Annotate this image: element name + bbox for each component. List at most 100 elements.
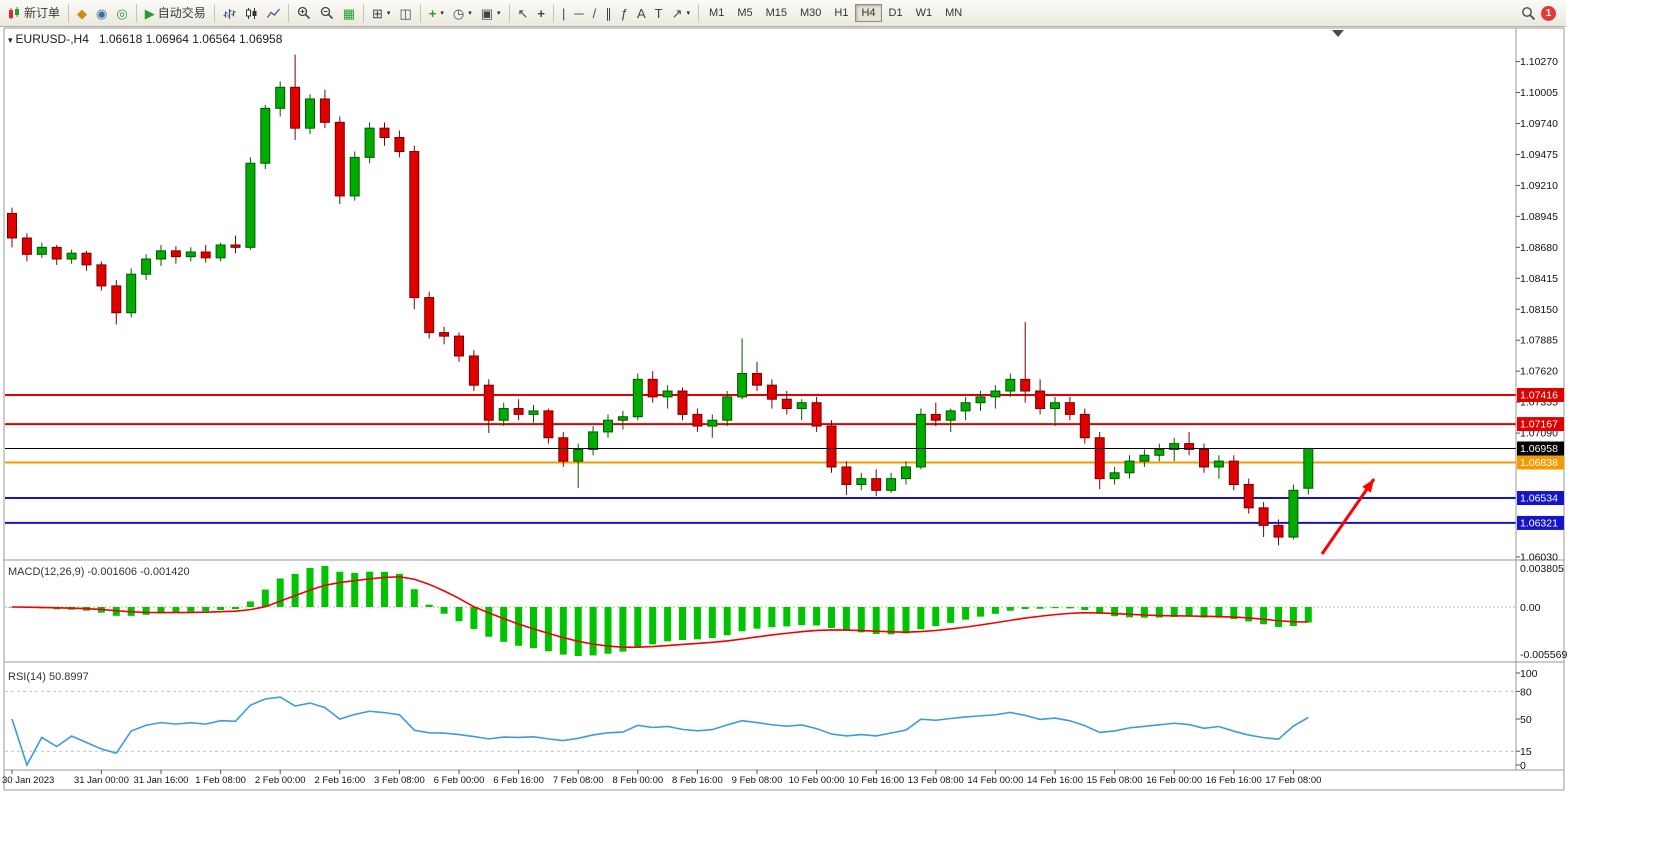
ohlc-values: 1.06618 1.06964 1.06564 1.06958: [98, 32, 283, 46]
timeframe-m5-button[interactable]: M5: [731, 4, 758, 22]
chart-menu-icon[interactable]: ▾: [8, 35, 13, 45]
new-order-button[interactable]: 新订单: [4, 2, 64, 24]
toolbar-separator: [135, 4, 137, 22]
zoom-out-button[interactable]: [316, 2, 338, 24]
svg-text:31 Jan 00:00: 31 Jan 00:00: [74, 775, 129, 786]
timeframe-mn-button[interactable]: MN: [939, 4, 968, 22]
svg-text:1.07885: 1.07885: [1520, 335, 1558, 347]
tile-windows-button[interactable]: ▦: [339, 2, 359, 24]
toolbar-separator: [698, 4, 700, 22]
channel-button[interactable]: ∥: [601, 2, 616, 24]
main-toolbar: 新订单 ◆ ◉ ◎ ▶ 自动交易 ▦ ⊞ ▾ ◫ + ▾ ◷ ▾ ▣ ▾ ↖ + | ─…: [0, 0, 1566, 27]
svg-text:31 Jan 16:00: 31 Jan 16:00: [134, 775, 189, 786]
label-tool-icon: T: [654, 5, 663, 21]
price-axis[interactable]: 1.10270 1.10005 1.09740 1.09475 1.09210 1.089…: [1516, 56, 1567, 772]
period-button[interactable]: ◷ ▾: [449, 2, 476, 24]
candlestick-chart-button[interactable]: [241, 2, 262, 24]
vertical-line-button[interactable]: |: [558, 2, 569, 24]
timeframe-w1-button[interactable]: W1: [910, 4, 939, 22]
svg-text:2 Feb 00:00: 2 Feb 00:00: [255, 775, 306, 786]
panel-separators[interactable]: [3, 27, 1565, 791]
time-axis[interactable]: 30 Jan 2023 31 Jan 00:00 31 Jan 16:00 1 Feb…: [2, 770, 1321, 786]
trendline-icon: /: [592, 5, 597, 21]
svg-text:6 Feb 00:00: 6 Feb 00:00: [434, 775, 485, 786]
new-order-label: 新订单: [24, 6, 61, 20]
svg-text:1.09475: 1.09475: [1520, 149, 1558, 161]
svg-text:16 Feb 16:00: 16 Feb 16:00: [1206, 775, 1262, 786]
svg-text:100: 100: [1520, 668, 1538, 680]
fibonacci-button[interactable]: ƒ: [617, 2, 632, 24]
rsi-name: RSI(14): [8, 671, 46, 683]
timeframe-d1-button[interactable]: D1: [883, 4, 909, 22]
svg-text:8 Feb 00:00: 8 Feb 00:00: [612, 775, 663, 786]
svg-text:1.06838: 1.06838: [1520, 457, 1558, 469]
fibonacci-icon: ƒ: [620, 5, 628, 21]
timeframe-m15-button[interactable]: M15: [760, 4, 793, 22]
svg-text:1.09210: 1.09210: [1520, 180, 1558, 192]
market-watch-button[interactable]: ◉: [92, 2, 111, 24]
template-button[interactable]: ▣ ▾: [477, 2, 505, 24]
notification-badge[interactable]: 1: [1541, 5, 1556, 21]
svg-text:30 Jan 2023: 30 Jan 2023: [2, 775, 54, 786]
shift-marker-icon[interactable]: [1332, 30, 1344, 37]
profiles-button[interactable]: ◫: [395, 2, 415, 24]
horizontal-line-button[interactable]: ─: [570, 2, 587, 24]
macd-panel: [5, 566, 1516, 656]
svg-text:2 Feb 16:00: 2 Feb 16:00: [314, 775, 365, 786]
crosshair-icon: +: [537, 5, 546, 21]
metaeditor-button[interactable]: ◆: [73, 2, 91, 24]
toolbar-separator: [553, 4, 555, 22]
timeframe-m30-button[interactable]: M30: [794, 4, 827, 22]
timeframe-h1-button[interactable]: H1: [828, 4, 854, 22]
text-tool-button[interactable]: A: [633, 2, 650, 24]
svg-text:1.08150: 1.08150: [1520, 304, 1558, 316]
cursor-button[interactable]: ↖: [514, 2, 533, 24]
label-tool-button[interactable]: T: [651, 2, 667, 24]
new-order-icon: [9, 6, 19, 19]
timeframe-h4-button[interactable]: H4: [855, 4, 882, 22]
svg-text:0.003805: 0.003805: [1520, 563, 1564, 575]
svg-text:3 Feb 08:00: 3 Feb 08:00: [374, 775, 425, 786]
svg-text:1.06534: 1.06534: [1520, 493, 1558, 505]
zoom-out-icon: [320, 6, 333, 20]
svg-text:14 Feb 16:00: 14 Feb 16:00: [1027, 775, 1083, 786]
chart-title: ▾ EURUSD-,H4 1.06618 1.06964 1.06564 1.069…: [8, 32, 282, 46]
line-chart-button[interactable]: [263, 2, 284, 24]
signals-button[interactable]: ◎: [112, 2, 131, 24]
trend-arrow-annotation[interactable]: [1320, 478, 1376, 555]
rsi-panel: [5, 690, 1516, 768]
period-clock-icon: ◷: [452, 5, 465, 21]
tile-windows-icon: ▦: [342, 5, 356, 21]
bar-chart-icon: [223, 8, 236, 19]
svg-text:1.10270: 1.10270: [1520, 56, 1558, 68]
svg-text:1.08945: 1.08945: [1520, 211, 1558, 223]
timeframe-m1-button[interactable]: M1: [703, 4, 730, 22]
toolbar-separator: [213, 4, 215, 22]
bar-chart-button[interactable]: [219, 2, 240, 24]
toolbar-separator: [363, 4, 365, 22]
svg-text:50: 50: [1520, 714, 1532, 726]
search-button[interactable]: [1517, 2, 1540, 24]
chevron-down-icon: ▾: [386, 9, 391, 17]
trendline-button[interactable]: /: [589, 2, 601, 24]
zoom-in-icon: [297, 6, 310, 20]
svg-text:0: 0: [1520, 760, 1526, 772]
svg-text:-0.005569: -0.005569: [1520, 649, 1567, 661]
new-chart-button[interactable]: ⊞ ▾: [368, 2, 394, 24]
new-chart-icon: ⊞: [372, 5, 383, 21]
svg-text:1.10005: 1.10005: [1520, 87, 1558, 99]
svg-text:1.07416: 1.07416: [1520, 390, 1558, 402]
svg-text:1.07167: 1.07167: [1520, 419, 1558, 431]
add-indicator-button[interactable]: + ▾: [425, 2, 448, 24]
crosshair-button[interactable]: +: [533, 2, 549, 24]
arrows-tool-button[interactable]: ↗ ▾: [668, 2, 694, 24]
autotrading-play-icon: ▶: [144, 5, 155, 21]
svg-text:1 Feb 08:00: 1 Feb 08:00: [195, 775, 246, 786]
svg-text:1.06321: 1.06321: [1520, 517, 1558, 529]
macd-name: MACD(12,26,9): [8, 566, 85, 578]
svg-text:8 Feb 16:00: 8 Feb 16:00: [672, 775, 723, 786]
autotrading-button[interactable]: ▶ 自动交易: [141, 2, 210, 24]
zoom-in-button[interactable]: [293, 2, 315, 24]
